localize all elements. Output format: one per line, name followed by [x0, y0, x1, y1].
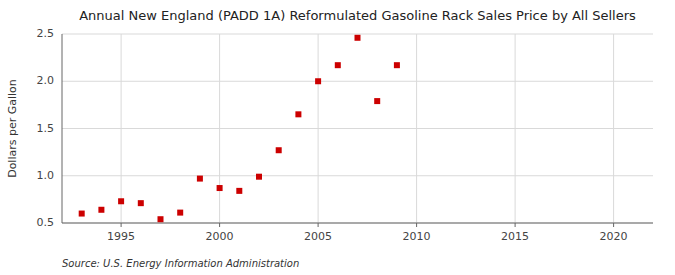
x-tick-label: 2015: [501, 230, 529, 243]
x-axis-line: [62, 223, 653, 224]
x-tick-label: 2020: [600, 230, 628, 243]
point: [217, 185, 223, 191]
grid: [62, 34, 653, 223]
point: [276, 147, 282, 153]
point: [197, 176, 203, 182]
point: [355, 35, 361, 41]
x-tick: [219, 223, 220, 227]
x-tick: [613, 223, 614, 227]
y-grid-line: [62, 34, 653, 35]
x-grid-line: [416, 34, 417, 223]
point: [118, 198, 124, 204]
y-tick-label: 2.0: [37, 74, 55, 87]
point: [256, 174, 262, 180]
x-tick: [416, 223, 417, 227]
y-grid-line: [62, 81, 653, 82]
x-tick: [515, 223, 516, 227]
point: [158, 216, 164, 222]
x-tick: [318, 223, 319, 227]
point: [374, 98, 380, 104]
point: [98, 207, 104, 213]
axes: 0.5 1.0 1.5 2.0 2.5 1995 2000 2005 2010 2015 2020: [37, 27, 654, 243]
y-tick-label: 1.0: [37, 169, 55, 182]
y-grid-line: [62, 128, 653, 129]
point: [79, 211, 85, 217]
point: [394, 62, 400, 68]
x-tick-label: 2005: [304, 230, 332, 243]
x-grid-line: [219, 34, 220, 223]
y-axis-label: Dollars per Gallon: [6, 79, 19, 178]
point: [236, 188, 242, 194]
y-grid-line: [62, 223, 653, 224]
point: [315, 78, 321, 84]
x-grid-line: [121, 34, 122, 223]
points: [79, 35, 400, 222]
x-tick: [121, 223, 122, 227]
point: [295, 111, 301, 117]
point: [138, 200, 144, 206]
x-tick-label: 2000: [206, 230, 234, 243]
y-tick-label: 1.5: [37, 122, 55, 135]
y-tick-label: 2.5: [37, 27, 55, 40]
y-grid-line: [62, 175, 653, 176]
x-tick-label: 1995: [107, 230, 135, 243]
point: [177, 210, 183, 216]
y-tick-label: 0.5: [37, 216, 55, 229]
x-tick-label: 2010: [403, 230, 431, 243]
background: [0, 0, 675, 275]
source: Source: U.S. Energy Information Administ…: [62, 258, 299, 269]
y-axis-line: [62, 34, 63, 223]
x-grid-line: [613, 34, 614, 223]
title: Annual New England (PADD 1A) Reformulate…: [79, 8, 636, 23]
point: [335, 62, 341, 68]
x-grid-line: [318, 34, 319, 223]
chart: 0.5 1.0 1.5 2.0 2.5 1995 2000 2005 2010 2015 2020 A…: [0, 0, 675, 275]
x-grid-line: [515, 34, 516, 223]
